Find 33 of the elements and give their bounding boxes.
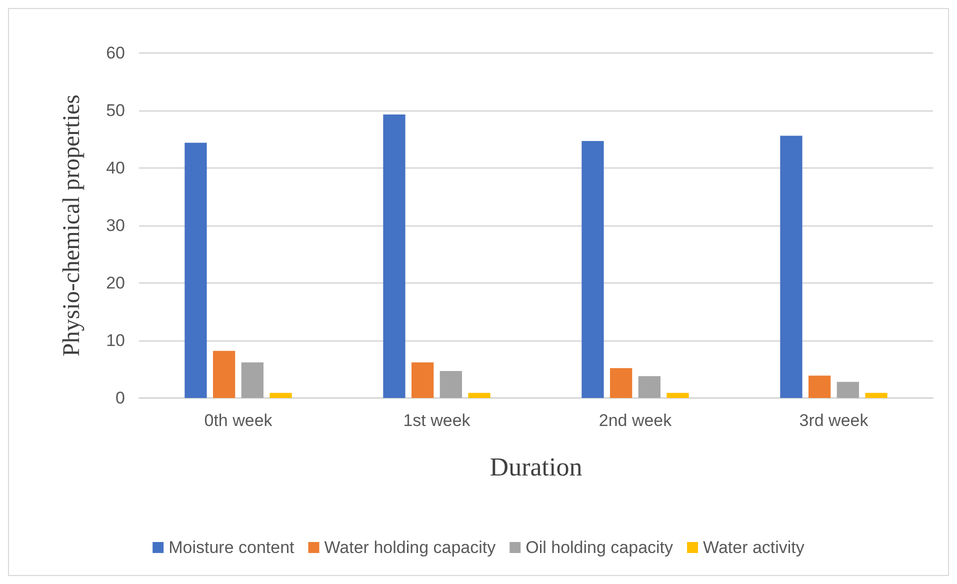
y-tick-label: 60 (106, 44, 125, 62)
y-tick-label: 0 (116, 388, 125, 408)
bar (440, 370, 462, 398)
bar (582, 140, 604, 398)
bar (610, 368, 632, 398)
y-tick-label: 40 (106, 158, 125, 178)
bar (383, 114, 406, 398)
x-tick-label: 3rd week (799, 411, 869, 430)
y-tick-label: 50 (106, 101, 125, 120)
bar (780, 136, 802, 398)
legend-label: Moisture content (168, 538, 295, 557)
legend-label: Oil holding capacity (526, 538, 674, 557)
bar (213, 350, 236, 398)
x-tick-label: 0th week (204, 411, 273, 430)
x-tick-label: 2nd week (598, 411, 672, 430)
bar (666, 392, 689, 398)
x-tick-label: 1st week (403, 411, 471, 430)
bar (808, 376, 831, 398)
bar (184, 142, 207, 398)
bar (638, 376, 660, 398)
y-tick-label: 20 (106, 274, 125, 292)
y-tick-label: 30 (106, 216, 125, 235)
bar (468, 392, 490, 398)
y-tick-label: 10 (106, 331, 125, 350)
y-axis-title: Physio-chemical properties (59, 94, 85, 356)
bar (270, 392, 292, 398)
legend-label: Water holding capacity (324, 538, 496, 557)
bar (412, 362, 434, 398)
bar (865, 392, 888, 398)
bar (241, 362, 264, 398)
legend-label: Water activity (703, 538, 805, 557)
x-axis-title: Duration (490, 452, 582, 482)
bar (836, 382, 859, 398)
